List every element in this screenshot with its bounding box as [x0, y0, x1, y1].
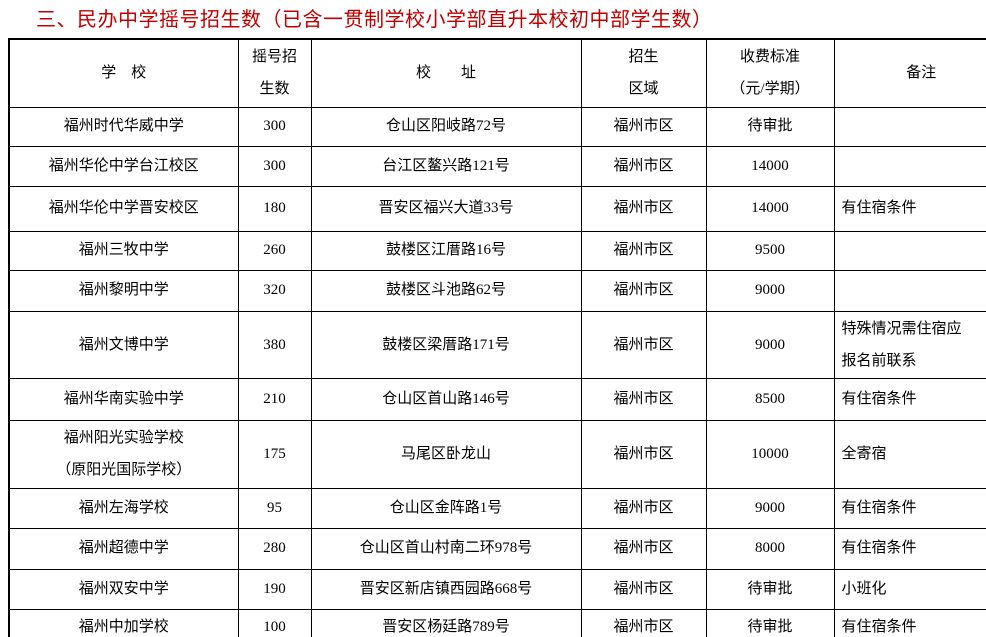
cell-area: 福州市区: [580, 527, 707, 570]
cell-quota: 210: [237, 378, 312, 421]
table-row: 福州双安中学 190 晋安区新店镇西园路668号 福州市区 待审批 小班化: [8, 568, 986, 610]
cell-remark: 有住宿条件: [833, 608, 986, 637]
cell-remark: [833, 230, 986, 271]
cell-area: 福州市区: [580, 487, 707, 529]
cell-fee: 10000: [705, 420, 835, 489]
section-title: 三、民办中学摇号招生数（已含一贯制学校小学部直升本校初中部学生数）: [36, 9, 713, 31]
cell-remark: [833, 106, 986, 147]
header-row: 学 校 摇号招 生数 校 址 招生 区域 收费标准 （元/学期） 备注: [8, 38, 986, 108]
cell-address: 仓山区首山村南二环978号: [310, 527, 582, 570]
cell-remark: 有住宿条件: [833, 527, 986, 570]
cell-address: 晋安区福兴大道33号: [310, 185, 582, 232]
cell-address: 马尾区卧龙山: [310, 420, 582, 489]
cell-quota: 280: [237, 527, 312, 570]
cell-area: 福州市区: [580, 145, 707, 187]
cell-school: 福州华伦中学台江校区: [8, 145, 239, 187]
table-row: 福州时代华威中学 300 仓山区阳岐路72号 福州市区 待审批: [8, 106, 986, 147]
cell-address: 仓山区阳岐路72号: [310, 106, 582, 147]
cell-quota: 190: [237, 568, 312, 610]
cell-fee: 待审批: [705, 608, 835, 637]
table-row: 福州黎明中学 320 鼓楼区斗池路62号 福州市区 9000: [8, 269, 986, 312]
cell-quota: 380: [237, 310, 312, 379]
cell-remark: [833, 145, 986, 187]
cell-address: 晋安区新店镇西园路668号: [310, 568, 582, 610]
cell-fee: 14000: [705, 145, 835, 187]
cell-address: 晋安区杨廷路789号: [310, 608, 582, 637]
cell-fee: 待审批: [705, 106, 835, 147]
cell-remark: 有住宿条件: [833, 378, 986, 421]
cell-fee: 8000: [705, 527, 835, 570]
cell-fee: 14000: [705, 185, 835, 232]
col-header-remark: 备注: [833, 38, 986, 108]
cell-quota: 180: [237, 185, 312, 232]
cell-remark: [833, 269, 986, 312]
cell-remark: 有住宿条件: [833, 185, 986, 232]
cell-area: 福州市区: [580, 310, 707, 379]
cell-fee: 8500: [705, 378, 835, 421]
cell-remark: 有住宿条件: [833, 487, 986, 529]
cell-area: 福州市区: [580, 608, 707, 637]
table-row: 福州华伦中学晋安校区 180 晋安区福兴大道33号 福州市区 14000 有住宿…: [8, 185, 986, 232]
col-header-fee: 收费标准 （元/学期）: [705, 38, 835, 108]
cell-address: 鼓楼区梁厝路171号: [310, 310, 582, 379]
cell-area: 福州市区: [580, 230, 707, 271]
cell-school: 福州文博中学: [8, 310, 239, 379]
cell-school: 福州阳光实验学校 （原阳光国际学校）: [8, 420, 239, 489]
col-header-school: 学 校: [8, 38, 239, 108]
cell-school: 福州时代华威中学: [8, 106, 239, 147]
table-row: 福州华伦中学台江校区 300 台江区鳌兴路121号 福州市区 14000: [8, 145, 986, 187]
cell-fee: 待审批: [705, 568, 835, 610]
cell-quota: 300: [237, 145, 312, 187]
enrollment-table: 学 校 摇号招 生数 校 址 招生 区域 收费标准 （元/学期） 备注 福州时代…: [8, 38, 986, 637]
cell-quota: 260: [237, 230, 312, 271]
cell-fee: 9000: [705, 269, 835, 312]
table-row: 福州超德中学 280 仓山区首山村南二环978号 福州市区 8000 有住宿条件: [8, 527, 986, 570]
cell-school: 福州三牧中学: [8, 230, 239, 271]
cell-area: 福州市区: [580, 106, 707, 147]
cell-fee: 9000: [705, 487, 835, 529]
table-row: 福州中加学校 100 晋安区杨廷路789号 福州市区 待审批 有住宿条件: [8, 608, 986, 637]
table-container: 学 校 摇号招 生数 校 址 招生 区域 收费标准 （元/学期） 备注 福州时代…: [8, 38, 986, 637]
cell-school: 福州华伦中学晋安校区: [8, 185, 239, 232]
cell-quota: 95: [237, 487, 312, 529]
cell-school: 福州黎明中学: [8, 269, 239, 312]
cell-address: 仓山区金阵路1号: [310, 487, 582, 529]
table-row: 福州左海学校 95 仓山区金阵路1号 福州市区 9000 有住宿条件: [8, 487, 986, 529]
cell-area: 福州市区: [580, 378, 707, 421]
cell-quota: 320: [237, 269, 312, 312]
cell-remark: 全寄宿: [833, 420, 986, 489]
table-row: 福州三牧中学 260 鼓楼区江厝路16号 福州市区 9500: [8, 230, 986, 271]
cell-address: 鼓楼区江厝路16号: [310, 230, 582, 271]
col-header-quota: 摇号招 生数: [237, 38, 312, 108]
cell-area: 福州市区: [580, 568, 707, 610]
cell-school: 福州双安中学: [8, 568, 239, 610]
col-header-area: 招生 区域: [580, 38, 707, 108]
cell-school: 福州超德中学: [8, 527, 239, 570]
cell-area: 福州市区: [580, 185, 707, 232]
cell-address: 鼓楼区斗池路62号: [310, 269, 582, 312]
cell-fee: 9500: [705, 230, 835, 271]
cell-remark: 特殊情况需住宿应 报名前联系: [833, 310, 986, 379]
table-row: 福州华南实验中学 210 仓山区首山路146号 福州市区 8500 有住宿条件: [8, 378, 986, 421]
cell-school: 福州中加学校: [8, 608, 239, 637]
cell-quota: 300: [237, 106, 312, 147]
col-header-address: 校 址: [310, 38, 582, 108]
cell-area: 福州市区: [580, 420, 707, 489]
cell-school: 福州华南实验中学: [8, 378, 239, 421]
cell-fee: 9000: [705, 310, 835, 379]
table-row: 福州阳光实验学校 （原阳光国际学校） 175 马尾区卧龙山 福州市区 10000…: [8, 420, 986, 489]
cell-school: 福州左海学校: [8, 487, 239, 529]
cell-quota: 175: [237, 420, 312, 489]
cell-area: 福州市区: [580, 269, 707, 312]
cell-remark: 小班化: [833, 568, 986, 610]
cell-address: 台江区鳌兴路121号: [310, 145, 582, 187]
cell-address: 仓山区首山路146号: [310, 378, 582, 421]
table-row: 福州文博中学 380 鼓楼区梁厝路171号 福州市区 9000 特殊情况需住宿应…: [8, 310, 986, 379]
cell-quota: 100: [237, 608, 312, 637]
